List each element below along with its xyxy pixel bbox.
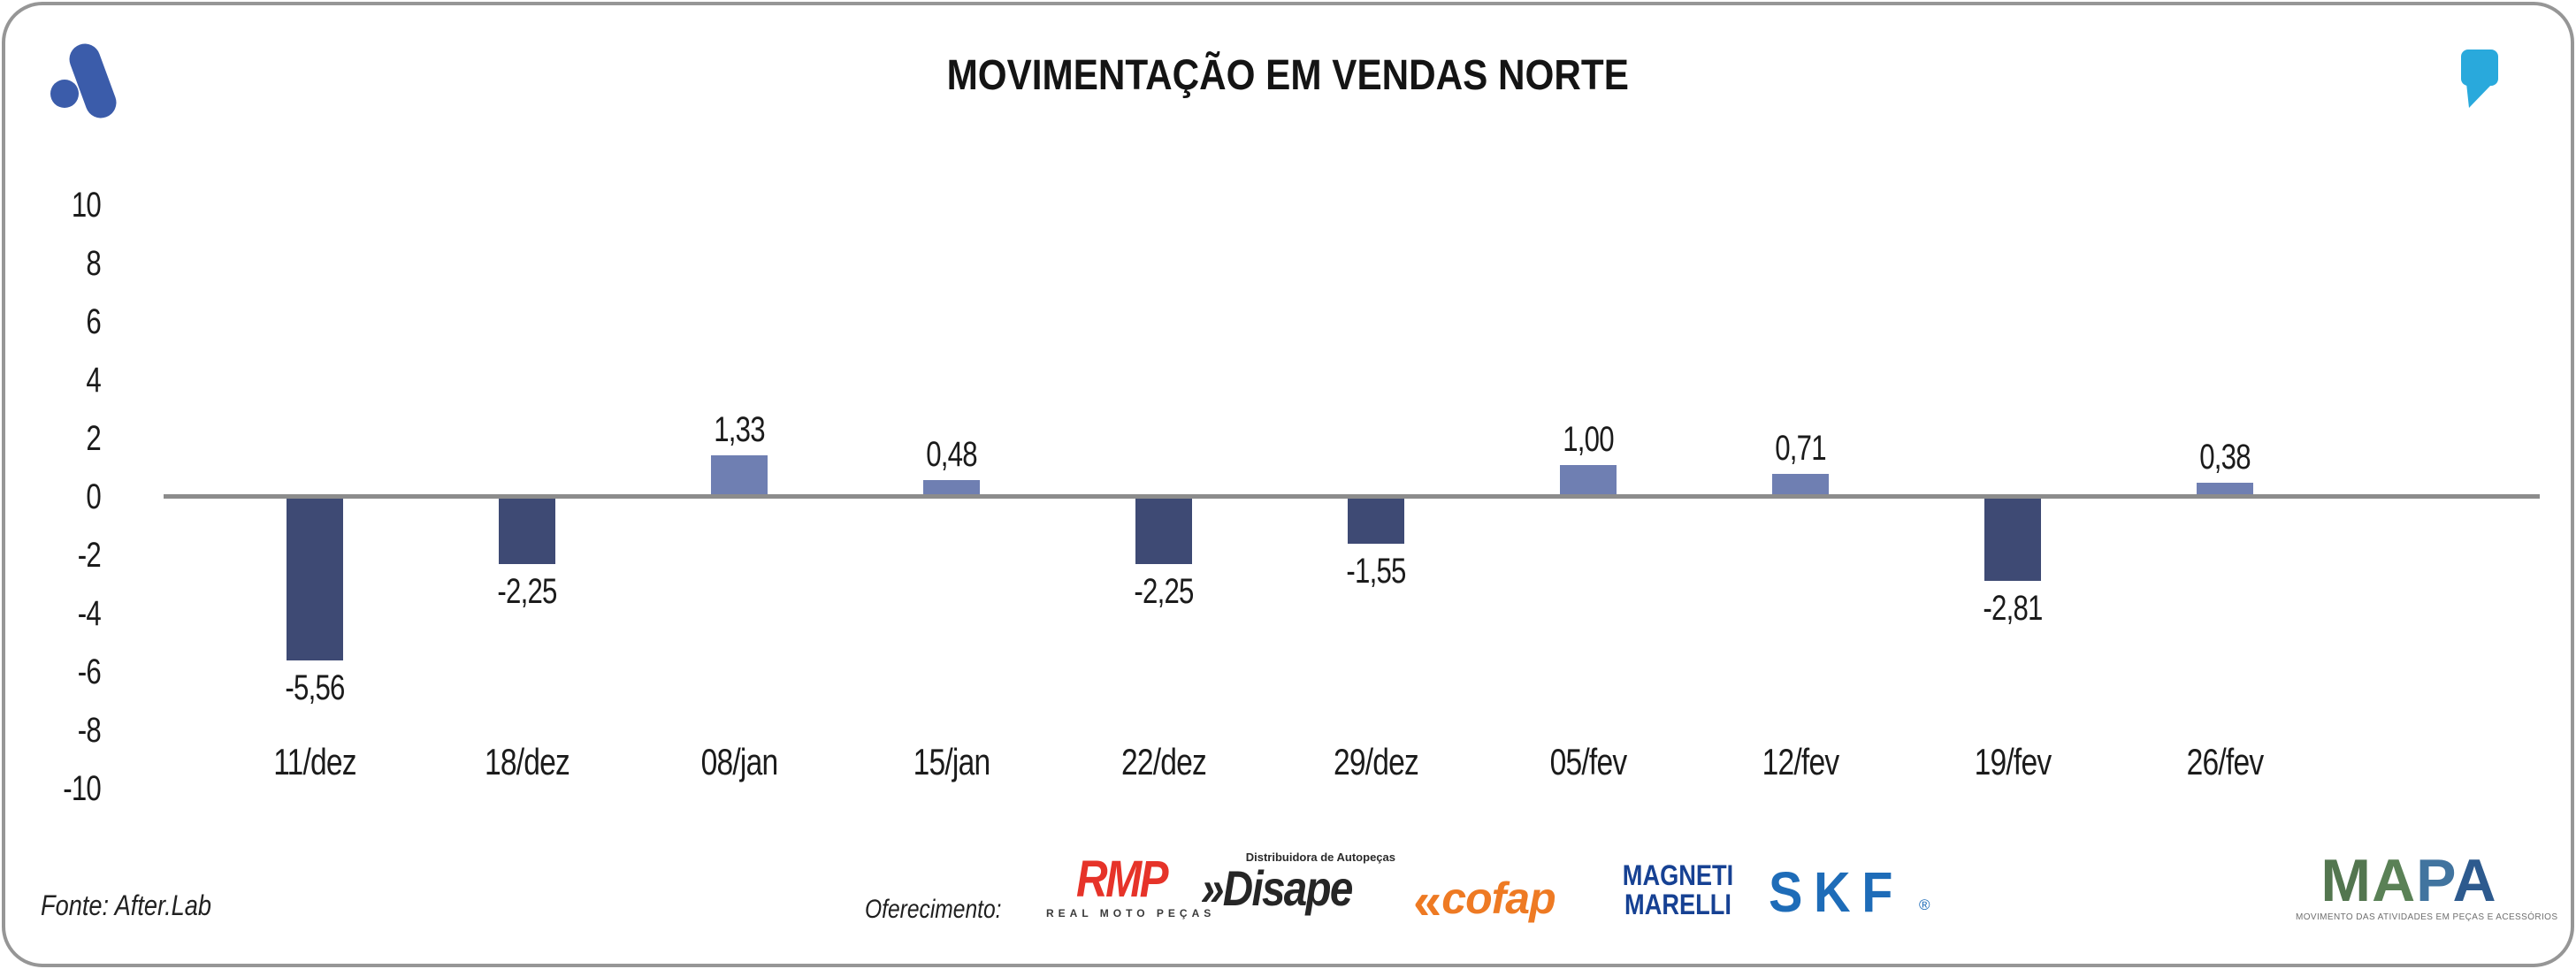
mapa-letter: A (2372, 847, 2417, 914)
mapa-letter: A (2452, 847, 2497, 914)
x-axis-label: 18/dez (484, 741, 570, 782)
skf-registered-mark: ® (1919, 897, 1930, 913)
y-axis-tick-label: -2 (77, 536, 102, 575)
rmp-logo-subtitle: REAL MOTO PEÇAS (1046, 907, 1216, 919)
cofap-chevron-icon: « (1413, 873, 1442, 930)
bar-value-label: -1,55 (1346, 552, 1406, 591)
bar (1560, 465, 1617, 494)
bar-value-label: 0,48 (926, 435, 977, 474)
skf-logo: SKF ® (1769, 859, 1930, 925)
x-axis-label: 08/jan (700, 741, 779, 782)
x-axis-label: 26/fev (2186, 741, 2265, 782)
bar (499, 499, 555, 564)
skf-logo-text: SKF (1769, 860, 1904, 924)
page-title: MOVIMENTAÇÃO EM VENDAS NORTE (946, 52, 1630, 99)
y-axis-tick-label: -8 (77, 711, 102, 750)
y-axis-tick-label: 8 (86, 244, 101, 283)
bar-value-label: -2,25 (1134, 572, 1194, 611)
y-axis-tick-label: 6 (86, 302, 101, 341)
mapa-letter: M (2320, 847, 2373, 914)
magneti-marelli-line1: MAGNETI (1622, 859, 1734, 891)
bar-value-label: 1,33 (714, 410, 765, 449)
bar (711, 455, 768, 494)
sponsors-label: Oferecimento: (865, 895, 1002, 924)
disape-logo-text: »Disape (1201, 860, 1353, 916)
mapa-logo-subtitle: MOVIMENTO DAS ATIVIDADES EM PEÇAS E ACES… (2296, 912, 2558, 922)
source-note: Fonte: After.Lab (41, 889, 212, 921)
disape-logo-subtitle: Distribuidora de Autopeças (1245, 851, 1395, 864)
x-axis-label: 15/jan (913, 741, 991, 782)
mapa-logo: MAPA MOVIMENTO DAS ATIVIDADES EM PEÇAS E… (2296, 851, 2558, 922)
magneti-marelli-line2: MARELLI (1624, 889, 1731, 920)
cofap-logo-text: cofap (1441, 874, 1556, 923)
disape-logo: Distribuidora de Autopeças »Disape (1201, 851, 1395, 913)
y-axis-tick-label: 2 (86, 419, 101, 458)
bar (287, 499, 343, 660)
bar-value-label: 0,38 (2199, 438, 2251, 477)
bar (1348, 499, 1404, 544)
quote-mark-icon (2461, 50, 2498, 108)
y-axis-tick-label: -4 (77, 594, 102, 633)
x-axis-label: 19/fev (1974, 741, 2052, 782)
rmp-logo-text: RMP (1076, 851, 1168, 908)
bar-value-label: -2,25 (497, 572, 557, 611)
bar (1984, 499, 2041, 581)
mapa-letter: P (2416, 847, 2453, 914)
x-axis-label: 22/dez (1120, 741, 1207, 782)
afterlab-logo-icon (50, 43, 117, 118)
y-axis-tick-label: 0 (86, 477, 101, 516)
cofap-logo: «cofap (1413, 872, 1556, 931)
rmp-logo: RMP REAL MOTO PEÇAS (1046, 851, 1216, 920)
bar-value-label: 1,00 (1563, 420, 1614, 459)
x-axis-label: 05/fev (1549, 741, 1628, 782)
y-axis-tick-label: -10 (63, 769, 102, 808)
y-axis-tick-label: -6 (77, 652, 102, 691)
bar-value-label: -2,81 (1983, 589, 2043, 628)
bar-value-label: -5,56 (285, 668, 345, 707)
bar (1772, 474, 1829, 494)
zero-axis-line (164, 494, 2540, 499)
y-axis-tick-label: 10 (71, 186, 102, 225)
x-axis-label: 11/dez (273, 741, 356, 782)
magneti-marelli-logo: MAGNETI MARELLI (1601, 861, 1755, 919)
bar (1135, 499, 1192, 564)
mapa-logo-text: MAPA (2296, 851, 2522, 911)
x-axis-label: 29/dez (1333, 741, 1419, 782)
bar-value-label: 0,71 (1775, 429, 1826, 468)
bar (923, 480, 980, 494)
bar (2197, 483, 2253, 494)
x-axis-label: 12/fev (1762, 741, 1840, 782)
y-axis-tick-label: 4 (86, 361, 101, 400)
